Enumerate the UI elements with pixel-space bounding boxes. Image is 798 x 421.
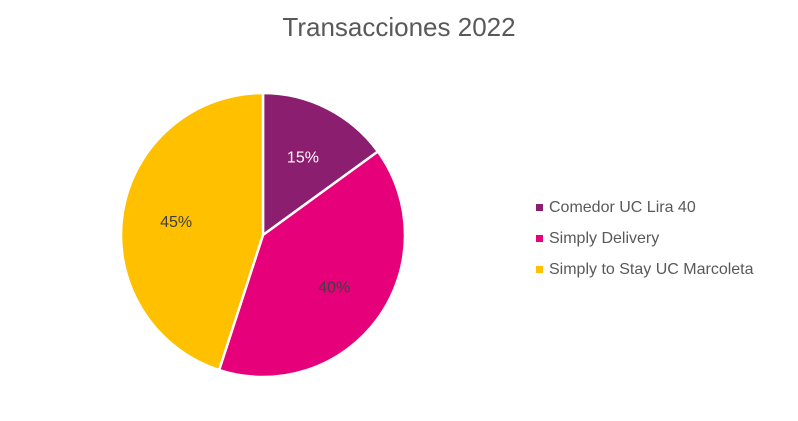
legend-swatch bbox=[536, 204, 543, 211]
legend-label: Simply Delivery bbox=[549, 229, 660, 247]
legend-label: Comedor UC Lira 40 bbox=[549, 198, 696, 216]
pie-slice-0 bbox=[261, 91, 380, 237]
pie-slice-2 bbox=[119, 91, 265, 372]
legend-item-comedor: Comedor UC Lira 40 bbox=[536, 192, 754, 223]
pie-slices bbox=[119, 91, 407, 379]
chart-title: Transacciones 2022 bbox=[282, 12, 516, 42]
data-label-2: 45% bbox=[160, 214, 192, 231]
legend-swatch bbox=[536, 266, 543, 273]
legend: Comedor UC Lira 40 Simply Delivery Simpl… bbox=[536, 192, 754, 285]
legend-label: Simply to Stay UC Marcoleta bbox=[549, 260, 754, 278]
data-label-0: 15% bbox=[287, 150, 319, 167]
legend-item-simply-delivery: Simply Delivery bbox=[536, 223, 754, 254]
pie-data-labels: 15% 40% 45% bbox=[160, 150, 350, 297]
data-label-1: 40% bbox=[318, 280, 350, 297]
legend-item-simply-to-stay: Simply to Stay UC Marcoleta bbox=[536, 254, 754, 285]
legend-swatch bbox=[536, 235, 543, 242]
pie-slice-1 bbox=[217, 150, 407, 379]
